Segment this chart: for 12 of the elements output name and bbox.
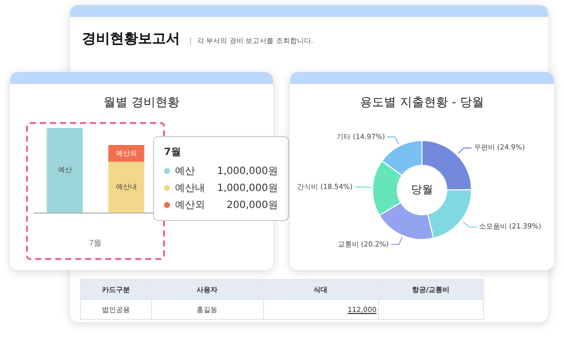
legend-label: 예산내 <box>175 182 206 195</box>
x-axis-title: 7월 <box>164 146 182 159</box>
chart-title: 용도별 지출현황 - 당월 <box>359 94 485 111</box>
text: 당월 <box>411 182 433 196</box>
text: 경비현황보고서 <box>82 31 180 47</box>
text: 1,000,000원 <box>217 182 278 195</box>
chart-title: 월별 경비현황 <box>102 94 180 111</box>
legend-label: 예산외 <box>175 199 206 212</box>
text: 200,000원 <box>226 199 278 212</box>
text: 7월 <box>89 238 102 248</box>
text: 1,000,000원 <box>217 165 278 178</box>
legend-label: 예산 <box>175 165 196 178</box>
